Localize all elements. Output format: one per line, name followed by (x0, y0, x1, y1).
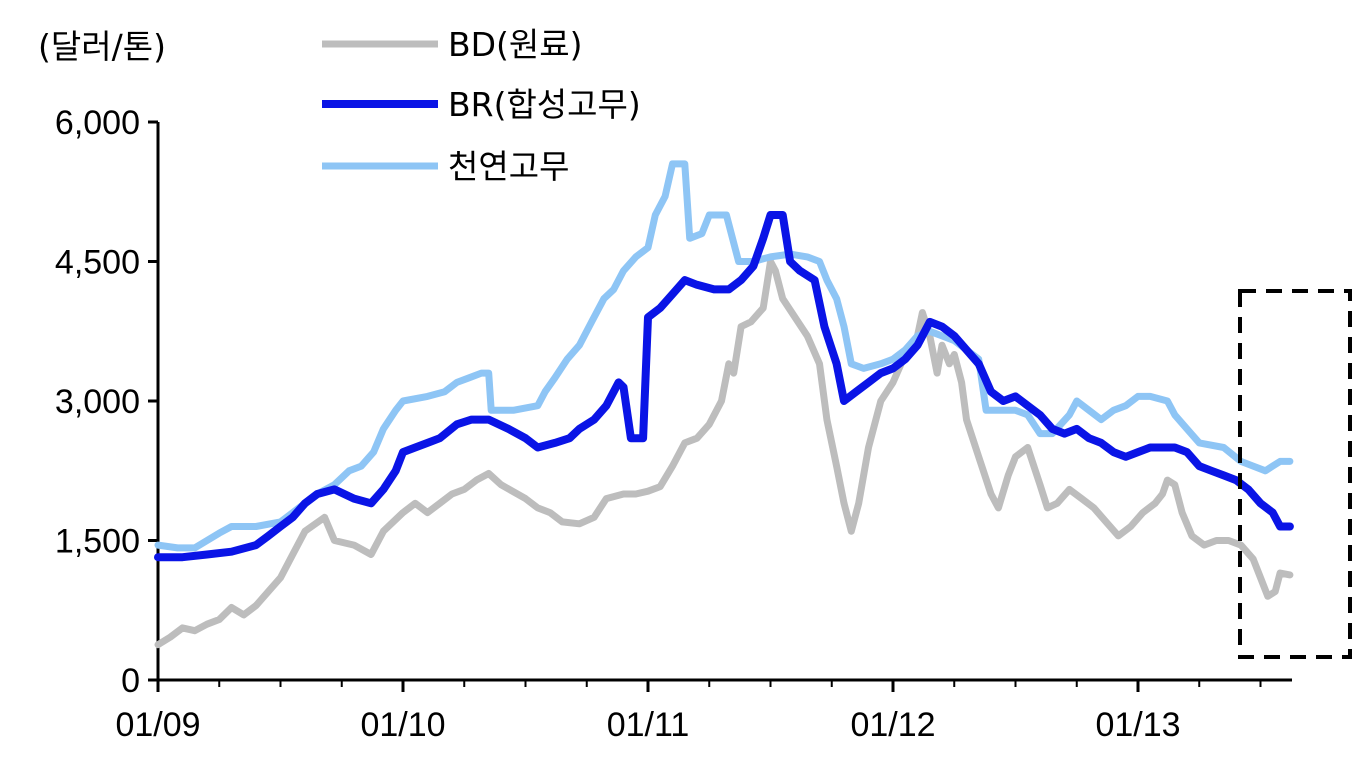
y-unit-label: (달러/톤) (38, 27, 166, 66)
y-axis-ticks: 0 1,500 3,000 4,500 6,000 (55, 104, 158, 700)
x-axis-ticks: 01/09 01/10 01/11 01/12 01/13 (115, 680, 1262, 744)
y-tick-label: 6,000 (55, 104, 140, 142)
y-tick-label: 4,500 (55, 244, 140, 282)
highlight-box (1238, 289, 1352, 659)
legend-label-nr: 천연고무 (448, 147, 569, 186)
series-line-bd (154, 258, 1294, 649)
x-tick-label: 01/09 (115, 706, 200, 744)
series-line-nr (154, 160, 1294, 552)
x-tick-label: 01/12 (850, 706, 935, 744)
series-lines (154, 160, 1294, 649)
legend-label-bd: BD(원료) (448, 25, 583, 64)
legend: BD(원료) BR(합성고무) 천연고무 (322, 25, 641, 186)
legend-label-br: BR(합성고무) (448, 85, 641, 124)
series-line-br (154, 211, 1294, 562)
x-tick-label: 01/13 (1095, 706, 1180, 744)
y-tick-label: 0 (121, 662, 140, 700)
y-tick-label: 1,500 (55, 523, 140, 561)
y-tick-label: 3,000 (55, 383, 140, 421)
x-tick-label: 01/10 (360, 706, 445, 744)
x-tick-label: 01/11 (607, 706, 690, 744)
